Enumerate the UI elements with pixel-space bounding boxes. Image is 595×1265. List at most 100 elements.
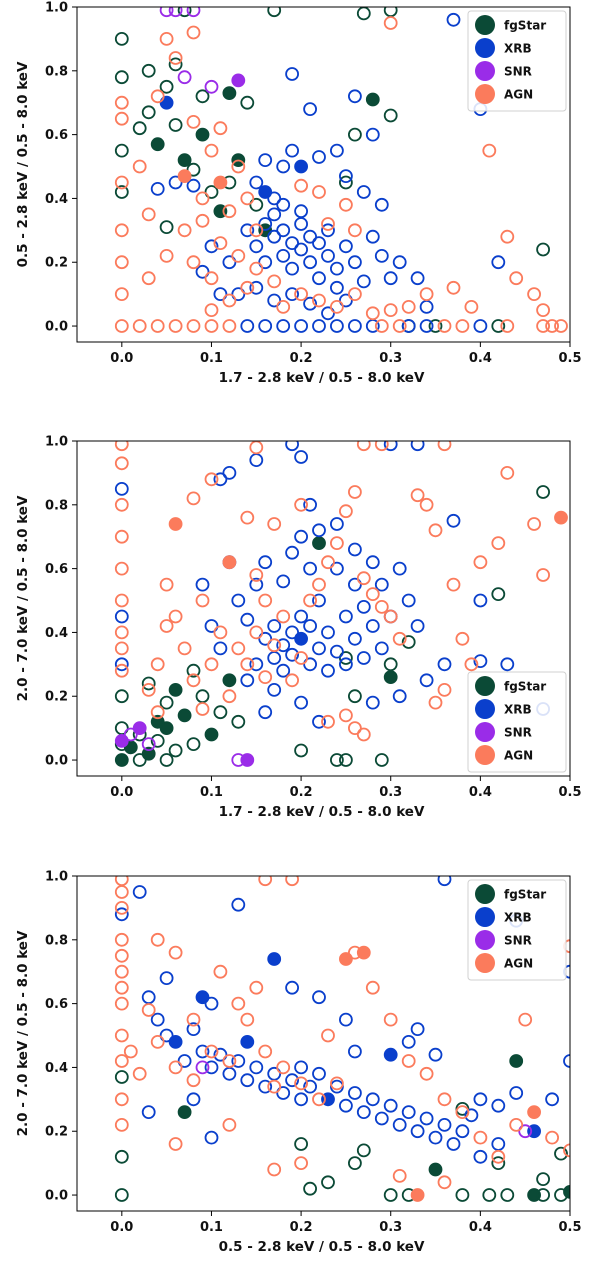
data-point-agn <box>186 491 201 506</box>
data-point-agn <box>114 885 129 899</box>
data-point-xrb <box>114 481 129 496</box>
data-point-agn <box>231 996 246 1011</box>
data-point-fgstar <box>132 121 147 136</box>
data-point-agn <box>347 287 362 302</box>
x-tick-label: 0.5 <box>558 1220 581 1235</box>
data-point-xrb <box>365 695 380 710</box>
data-point-agn <box>276 1060 291 1075</box>
data-point-xrb <box>285 143 300 158</box>
data-point-xrb <box>446 12 461 27</box>
data-point-agn <box>195 191 210 206</box>
data-point-agn <box>249 223 264 238</box>
data-point-snr <box>186 7 201 18</box>
data-point-xrb <box>401 593 416 608</box>
data-point-agn <box>132 319 147 333</box>
y-tick-label: 0.8 <box>45 64 68 79</box>
data-point-fgstar <box>114 32 129 46</box>
data-point-fgstar <box>482 1188 497 1202</box>
data-point-xrb <box>410 1022 425 1036</box>
data-point-xrb <box>437 876 452 887</box>
data-point-xrb <box>446 513 461 528</box>
data-point-agn <box>545 319 559 333</box>
data-point-agn <box>294 287 309 302</box>
y-tick-label: 0.6 <box>45 997 68 1012</box>
data-point-fgstar <box>114 1149 129 1164</box>
data-point-xrb <box>365 229 380 244</box>
x-tick-label: 0.0 <box>110 785 133 800</box>
data-point-xrb <box>545 1092 559 1107</box>
data-point-xrb <box>347 89 362 104</box>
data-point-xrb <box>410 619 425 633</box>
data-point-agn <box>168 1137 183 1151</box>
panel-1: 0.0 0.1 0.2 0.3 0.4 0.5 0.0 0.2 0.4 0.6 0.8 1.0 1.7 … <box>15 1 582 387</box>
data-point-agn <box>482 143 497 158</box>
data-point-xrb <box>240 319 255 333</box>
legend-label-xrb: XRB <box>504 703 532 717</box>
legend: fgStar XRB SNR AGN <box>467 671 567 773</box>
data-point-xrb <box>329 517 344 531</box>
data-point-xrb <box>419 299 434 314</box>
data-point-xrb <box>347 1086 362 1100</box>
data-point-agn <box>204 143 219 158</box>
data-point-fgstar <box>195 689 210 704</box>
data-point-agn <box>141 207 156 222</box>
data-point-agn <box>159 248 174 263</box>
y-tick-label: 0.4 <box>45 626 68 641</box>
data-point-snr <box>123 727 138 742</box>
data-point-agn <box>231 159 246 174</box>
y-tick-label: 0.2 <box>45 256 68 271</box>
data-point-snr <box>204 79 219 94</box>
data-point-xrb <box>419 1111 434 1126</box>
panel-3: 0.0 0.1 0.2 0.3 0.4 0.5 0.0 0.2 0.4 0.6 0.8 1.0 0.5 … <box>15 870 582 1256</box>
data-point-xrb <box>329 261 344 276</box>
data-point-agn <box>329 536 344 550</box>
data-point-agn <box>177 169 192 184</box>
data-point-xrb <box>249 280 264 295</box>
data-point-xrb <box>428 1130 443 1145</box>
data-point-agn <box>240 191 255 206</box>
data-point-xrb <box>338 1012 353 1027</box>
data-point-agn <box>410 1188 425 1202</box>
y-tick-label: 1.0 <box>45 1 68 16</box>
data-point-xrb <box>347 542 362 557</box>
data-point-xrb <box>276 223 291 238</box>
data-point-xrb <box>383 271 398 286</box>
data-point-xrb <box>428 1047 443 1062</box>
data-point-snr <box>159 7 174 18</box>
data-point-xrb <box>141 1105 156 1119</box>
data-point-xrb <box>249 175 264 190</box>
data-point-xrb <box>321 663 335 678</box>
y-tick-label: 0.2 <box>45 690 68 705</box>
data-point-xrb <box>285 647 300 662</box>
data-point-xrb <box>401 1035 416 1049</box>
axes-frame <box>76 875 571 1212</box>
data-point-agn <box>338 504 353 519</box>
data-point-agn <box>267 274 282 289</box>
data-point-xrb <box>258 631 273 646</box>
data-point-xrb <box>491 255 506 270</box>
data-point-xrb <box>114 657 129 672</box>
data-point-xrb <box>285 287 300 302</box>
data-point-xrb <box>303 296 318 311</box>
data-point-agn <box>285 673 300 688</box>
data-point-xrb <box>500 657 515 672</box>
data-point-agn <box>536 319 550 333</box>
data-point-xrb <box>294 1060 309 1075</box>
data-point-agn <box>213 625 228 640</box>
data-point-agn <box>383 609 398 624</box>
data-point-agn <box>204 271 219 286</box>
data-point-xrb <box>267 293 282 308</box>
data-point-agn <box>258 593 273 608</box>
data-point-fgstar <box>168 57 183 72</box>
data-point-agn <box>222 293 237 308</box>
data-point-xrb <box>419 673 434 688</box>
data-point-xrb <box>276 319 291 333</box>
data-point-xrb <box>195 1044 210 1059</box>
data-point-xrb <box>392 255 407 270</box>
data-point-xrb <box>410 271 425 286</box>
data-point-agn <box>356 441 371 452</box>
data-point-agn <box>204 472 219 487</box>
data-point-agn <box>222 689 237 704</box>
data-point-agn <box>500 319 515 333</box>
